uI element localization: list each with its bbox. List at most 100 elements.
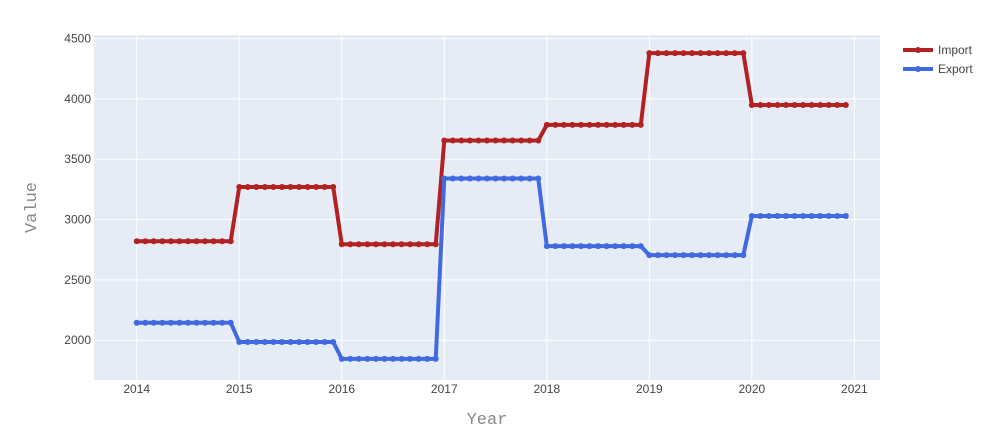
data-point [407, 355, 414, 362]
data-point [432, 241, 439, 248]
data-point [278, 183, 285, 190]
data-point [825, 101, 832, 108]
data-point [184, 319, 191, 326]
data-point [338, 355, 345, 362]
x-tick-label: 2018 [533, 382, 560, 396]
y-tick-label: 3500 [64, 152, 91, 166]
data-point [390, 241, 397, 248]
x-axis-ticks: 2014 2015 2016 2017 2018 2019 2020 2021 [123, 382, 868, 396]
data-point [372, 241, 379, 248]
data-point [261, 183, 268, 190]
y-tick-label: 4500 [64, 32, 91, 46]
data-point [347, 241, 354, 248]
data-point [629, 243, 636, 250]
data-point [552, 243, 559, 250]
data-point [714, 50, 721, 57]
x-tick-label: 2019 [636, 382, 663, 396]
data-point [740, 50, 747, 57]
x-axis-title: Year [467, 411, 508, 430]
y-axis-ticks: 2000 2500 3000 3500 4000 4500 [64, 32, 91, 348]
series-export [133, 175, 849, 362]
data-point [509, 137, 516, 144]
data-point [586, 121, 593, 128]
data-point [518, 137, 525, 144]
data-point [740, 252, 747, 259]
data-point [646, 252, 653, 259]
data-point [783, 101, 790, 108]
data-point [689, 50, 696, 57]
data-point [654, 252, 661, 259]
data-point [817, 101, 824, 108]
y-axis-title: Value [23, 182, 42, 233]
data-point [671, 50, 678, 57]
data-point [603, 121, 610, 128]
data-point [150, 238, 157, 245]
data-point [800, 212, 807, 219]
data-point [509, 175, 516, 182]
data-point [458, 175, 465, 182]
data-point [637, 243, 644, 250]
data-point [142, 319, 149, 326]
data-point [253, 339, 260, 346]
data-point [202, 238, 209, 245]
legend-item-import[interactable]: Import [903, 43, 973, 57]
data-point [663, 252, 670, 259]
data-point [757, 212, 764, 219]
data-point [236, 339, 243, 346]
data-point [270, 339, 277, 346]
data-point [569, 243, 576, 250]
data-point [825, 212, 832, 219]
y-tick-label: 3000 [64, 213, 91, 227]
data-point [381, 355, 388, 362]
data-point [210, 238, 217, 245]
legend-item-export[interactable]: Export [903, 62, 973, 76]
data-point [492, 137, 499, 144]
data-point [595, 121, 602, 128]
data-point [680, 252, 687, 259]
data-point [167, 238, 174, 245]
data-point [441, 137, 448, 144]
data-point [800, 101, 807, 108]
data-point [723, 50, 730, 57]
data-point [808, 101, 815, 108]
data-point [364, 355, 371, 362]
data-point [313, 339, 320, 346]
data-point [407, 241, 414, 248]
data-point [449, 137, 456, 144]
data-point [689, 252, 696, 259]
data-point [424, 241, 431, 248]
data-point [142, 238, 149, 245]
data-point [133, 319, 140, 326]
data-point [526, 175, 533, 182]
series-import [133, 50, 849, 248]
data-point [671, 252, 678, 259]
data-point [253, 183, 260, 190]
data-point [791, 101, 798, 108]
data-point [236, 183, 243, 190]
data-point [484, 175, 490, 182]
data-point [697, 252, 704, 259]
data-point [210, 319, 217, 326]
data-point [654, 50, 661, 57]
data-point [723, 252, 730, 259]
data-point [159, 319, 166, 326]
data-point [595, 243, 602, 250]
data-point [432, 355, 439, 362]
data-point [287, 183, 294, 190]
data-point [612, 121, 619, 128]
data-point [202, 319, 209, 326]
legend-label: Import [938, 43, 973, 57]
data-point [484, 137, 490, 144]
data-point [757, 101, 764, 108]
data-point [526, 137, 533, 144]
legend[interactable]: Import Export [903, 43, 973, 76]
data-point [552, 121, 559, 128]
data-point [714, 252, 721, 259]
data-point [774, 212, 781, 219]
data-point [612, 243, 619, 250]
data-point [193, 319, 200, 326]
data-point [748, 212, 755, 219]
legend-marker-swatch [915, 47, 921, 53]
data-point [219, 238, 226, 245]
